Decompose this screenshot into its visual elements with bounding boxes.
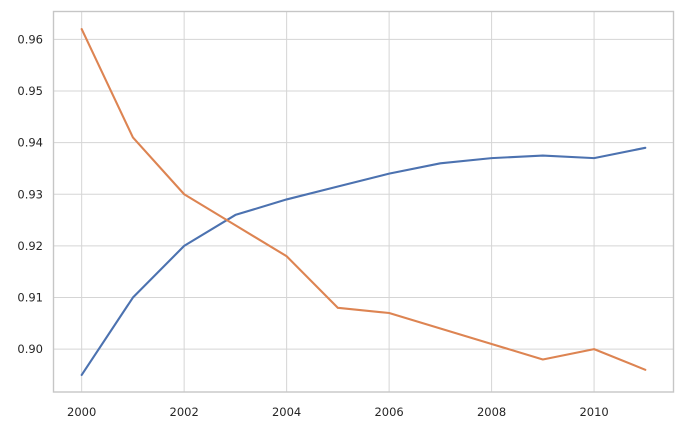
x-tick-label: 2008 <box>477 405 506 419</box>
axes-spines <box>52 10 675 393</box>
y-tick-label: 0.93 <box>17 187 43 201</box>
y-tick-label: 0.92 <box>17 239 43 253</box>
y-tick-label: 0.94 <box>17 136 43 150</box>
falling-orange-series-line <box>80 28 647 371</box>
x-tick-label: 2010 <box>579 405 608 419</box>
rising-blue-series-line <box>80 146 647 377</box>
y-tick-label: 0.90 <box>17 342 43 356</box>
x-tick-label: 2000 <box>67 405 96 419</box>
x-tick-label: 2002 <box>170 405 199 419</box>
y-tick-label: 0.96 <box>17 32 43 46</box>
y-tick-label: 0.91 <box>17 291 43 305</box>
x-tick-label: 2004 <box>272 405 301 419</box>
x-tick-label: 2006 <box>374 405 403 419</box>
y-tick-label: 0.95 <box>17 84 43 98</box>
